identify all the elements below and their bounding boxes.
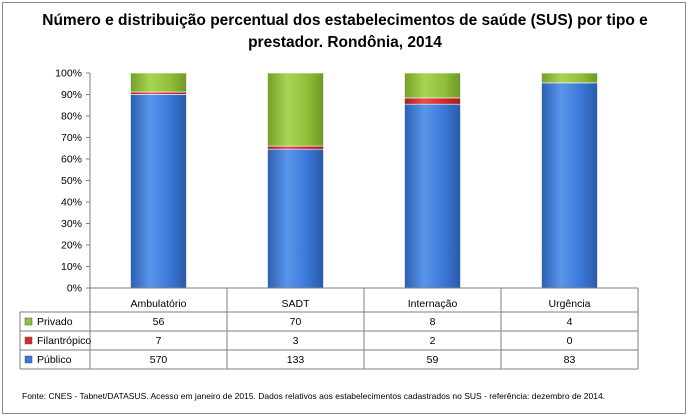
data-table: Ambulatório SADT Internação Urgência Privado… — [19, 287, 639, 370]
bar-segment-privado-0 — [130, 72, 187, 93]
table-cell-value: 3 — [293, 335, 299, 347]
table-cell-value: 70 — [290, 316, 302, 328]
table-cell-value: 0 — [567, 335, 573, 347]
y-tick-label: 30% — [61, 218, 82, 230]
legend-label-privado: Privado — [37, 316, 73, 328]
y-tick-label: 100% — [55, 68, 82, 80]
chart-title: Número e distribuição percentual dos est… — [0, 10, 690, 54]
table-cell-value: 133 — [287, 354, 305, 366]
y-tick-label: 80% — [61, 111, 82, 123]
bar-segment-privado-3 — [541, 72, 598, 84]
category-label: Ambulatório — [130, 298, 186, 310]
category-label: SADT — [281, 298, 310, 310]
legend-swatch-filantrópico — [24, 336, 33, 345]
bar-segment-público-2 — [404, 103, 461, 289]
table-cell-value: 7 — [156, 335, 162, 347]
table-cell-value: 83 — [564, 354, 576, 366]
legend-label-público: Público — [37, 354, 72, 366]
table-cell-value: 2 — [430, 335, 436, 347]
bar-segment-filantrópico-2 — [404, 97, 461, 105]
source-footnote: Fonte: CNES - Tabnet/DATASUS. Acesso em … — [22, 391, 606, 401]
table-cell-value: 56 — [153, 316, 165, 328]
y-axis: 0% 10% 20% 30% 40% 50% 60% 70% 80% 90% 100% — [55, 68, 91, 295]
bar-segment-público-3 — [541, 82, 598, 289]
bars — [130, 72, 598, 289]
category-label: Urgência — [548, 298, 590, 310]
y-tick-label: 40% — [61, 197, 82, 209]
legend-swatch-público — [24, 355, 33, 364]
legend-label-filantrópico: Filantrópico — [37, 335, 91, 347]
table-cell-value: 59 — [427, 354, 439, 366]
bar-segment-filantrópico-0 — [130, 91, 187, 95]
y-tick-label: 50% — [61, 175, 82, 187]
table-cell-value: 4 — [567, 316, 573, 328]
table-cell-value: 570 — [150, 354, 168, 366]
chart-title-line-2: prestador. Rondônia, 2014 — [248, 34, 442, 51]
y-tick-label: 0% — [67, 283, 82, 295]
category-label: Internação — [408, 298, 458, 310]
y-tick-label: 10% — [61, 261, 82, 273]
chart-title-line-1: Número e distribuição percentual dos est… — [42, 12, 648, 29]
y-tick-label: 20% — [61, 240, 82, 252]
y-tick-label: 90% — [61, 89, 82, 101]
bar-segment-filantrópico-1 — [267, 145, 324, 150]
bar-segment-privado-1 — [267, 72, 324, 147]
table-cell-value: 8 — [430, 316, 436, 328]
bar-segment-público-0 — [130, 94, 187, 289]
y-tick-label: 70% — [61, 132, 82, 144]
bar-segment-público-1 — [267, 148, 324, 289]
bar-segment-privado-2 — [404, 72, 461, 99]
y-tick-label: 60% — [61, 154, 82, 166]
legend-swatch-privado — [24, 317, 33, 326]
